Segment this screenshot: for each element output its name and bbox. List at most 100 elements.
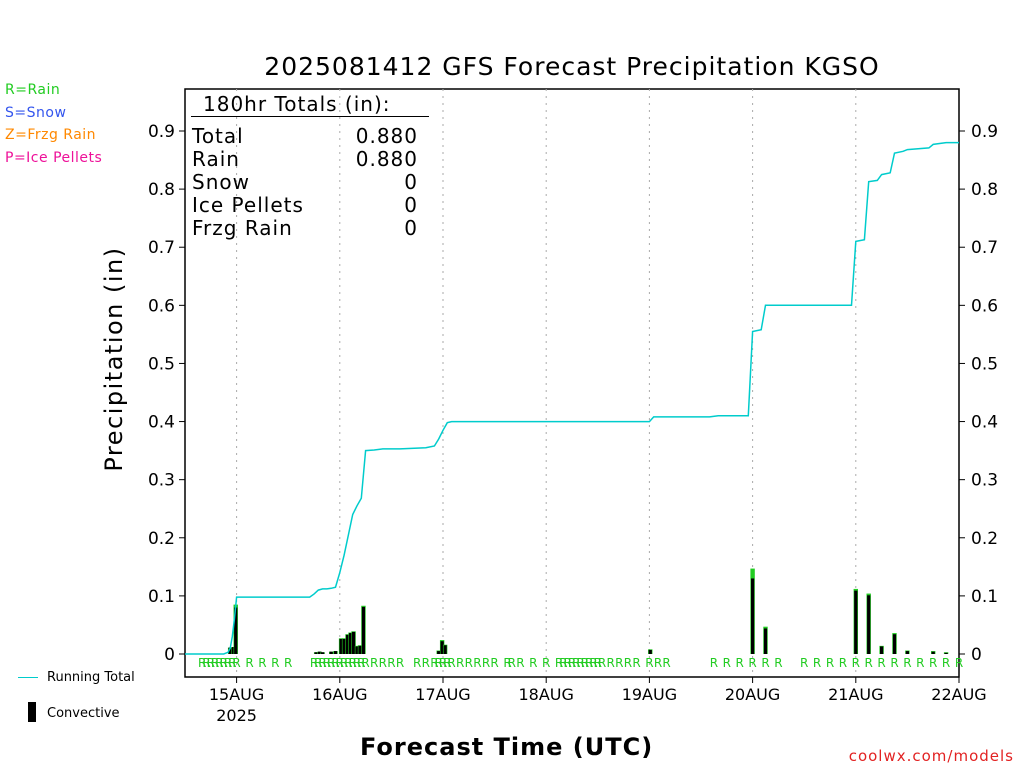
precip-type-code: R [490, 656, 498, 670]
precip-type-code: R [761, 656, 769, 670]
y-tick-label-left: 0.2 [148, 529, 175, 549]
precip-type-code: R [353, 656, 361, 670]
y-tick-label-left: 0.7 [148, 238, 175, 258]
precip-type-code: R [826, 656, 834, 670]
precip-type-code: R [323, 656, 331, 670]
convective-bar [333, 651, 338, 654]
convective-bar [361, 606, 366, 654]
precip-type-code: R [271, 656, 279, 670]
totals-label: Ice Pellets [192, 193, 304, 217]
precip-type-code: R [443, 656, 451, 670]
precip-type-code: R [624, 656, 632, 670]
running-total-legend-label: Running Total [47, 670, 135, 685]
precip-type-code: R [903, 656, 911, 670]
precip-type-code: R [598, 656, 606, 670]
precip-type-code: R [215, 656, 223, 670]
y-tick-label-right: 0 [971, 645, 982, 665]
convective-bar [329, 651, 333, 654]
precip-type-code: R [581, 656, 589, 670]
x-tick-label: 16AUG [312, 685, 367, 704]
y-axis-label: Precipitation (in) [100, 246, 128, 472]
precip-type-code: R [456, 656, 464, 670]
precip-type-code: R [813, 656, 821, 670]
y-tick-label-right: 0.5 [971, 354, 998, 374]
y-tick-label-left: 0.9 [148, 122, 175, 142]
y-tick-label-right: 0.2 [971, 529, 998, 549]
precip-type-code: R [654, 656, 662, 670]
convective-bar [342, 638, 346, 654]
precip-type-code: R [387, 656, 395, 670]
precip-type-code: R [318, 656, 326, 670]
precip-type-code: R [736, 656, 744, 670]
precip-type-code: R [516, 656, 524, 670]
totals-label: Total [192, 124, 244, 148]
precip-type-code: R [585, 656, 593, 670]
legend-snow: S=Snow [5, 105, 67, 121]
source-credit: coolwx.com/models [848, 747, 1014, 765]
x-tick-label: 22AUG [931, 685, 986, 704]
legend-freezing-rain: Z=Frzg Rain [5, 127, 97, 143]
totals-label: Rain [192, 147, 240, 171]
precip-type-code: R [503, 656, 511, 670]
precip-type-code: R [224, 656, 232, 670]
precip-type-code: R [430, 656, 438, 670]
totals-value: 0.880 [355, 147, 418, 171]
precip-type-code: R [327, 656, 335, 670]
precip-type-code: R [258, 656, 266, 670]
precip-type-code: R [852, 656, 860, 670]
convective-bar [867, 595, 871, 654]
convective-bar [944, 652, 948, 654]
y-tick-label-right: 0.6 [971, 296, 998, 316]
precip-type-code: R [589, 656, 597, 670]
precip-type-code: R [632, 656, 640, 670]
convective-bar [880, 646, 884, 654]
convective-bar [321, 652, 325, 654]
precip-type-code: R [645, 656, 653, 670]
convective-bar [355, 646, 359, 654]
convective-legend-label: Convective [47, 706, 120, 721]
precip-type-code: R [370, 656, 378, 670]
y-tick-label-left: 0.4 [148, 413, 175, 433]
precip-type-code: R [800, 656, 808, 670]
precip-type-code: R [839, 656, 847, 670]
convective-bar [443, 645, 447, 654]
precip-type-code: R [572, 656, 580, 670]
precip-type-code: R [228, 656, 236, 670]
y-tick-label-left: 0.8 [148, 180, 175, 200]
precip-type-code: R [607, 656, 615, 670]
convective-bar [751, 578, 755, 654]
precip-type-code: R [413, 656, 421, 670]
convective-bar [854, 590, 858, 654]
precip-type-code: R [473, 656, 481, 670]
x-tick-label: 17AUG [415, 685, 470, 704]
precip-type-code: R [529, 656, 537, 670]
y-tick-label-right: 0.7 [971, 238, 998, 258]
precip-type-code: R [379, 656, 387, 670]
convective-bar [234, 607, 238, 654]
precip-type-code: R [568, 656, 576, 670]
precip-type-code: R [202, 656, 210, 670]
x-tick-label: 19AUG [622, 685, 677, 704]
totals-label: Snow [192, 170, 250, 194]
convective-bar [358, 645, 362, 654]
convective-bar [763, 628, 768, 654]
precip-type-code: R [723, 656, 731, 670]
running-total-line [185, 141, 959, 655]
legend-ice-pellets: P=Ice Pellets [5, 150, 103, 166]
precip-type-code: R [344, 656, 352, 670]
convective-bar [440, 641, 444, 654]
precip-type-code: R [564, 656, 572, 670]
precip-type-code: R [929, 656, 937, 670]
chart-title: 2025081412 GFS Forecast Precipitation KG… [264, 52, 880, 81]
convective-bar [931, 651, 935, 654]
totals-label: Frzg Rain [192, 216, 293, 240]
precip-type-code: R [314, 656, 322, 670]
y-tick-label-left: 0.5 [148, 354, 175, 374]
precip-type-code: R [890, 656, 898, 670]
x-tick-sublabel: 2025 [216, 706, 257, 725]
x-axis-label: Forecast Time (UTC) [360, 733, 654, 761]
totals-heading-underline [191, 116, 429, 117]
y-tick-label-left: 0 [164, 645, 175, 665]
x-tick-label: 18AUG [518, 685, 573, 704]
